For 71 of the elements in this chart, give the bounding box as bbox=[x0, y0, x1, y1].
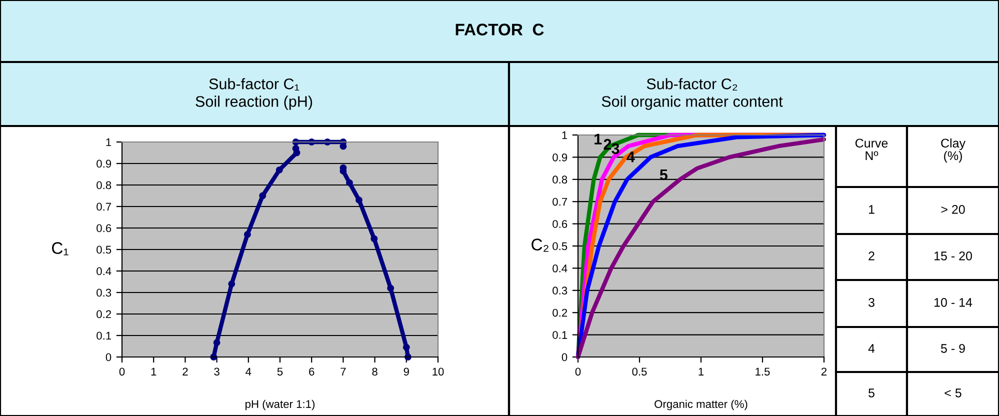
text: 1 bbox=[868, 205, 874, 214]
point bbox=[276, 166, 283, 174]
text: 3 bbox=[868, 298, 874, 307]
y-tick-label: 0.4 bbox=[96, 267, 112, 276]
point bbox=[228, 280, 236, 288]
text: FACTOR C bbox=[456, 24, 544, 36]
y-tick-label: 0 bbox=[562, 353, 568, 362]
text: 2 bbox=[868, 252, 874, 260]
y-axis-title: C₁ bbox=[52, 242, 68, 256]
text: Clay (%) bbox=[941, 138, 966, 163]
y-tick-label: 1 bbox=[106, 138, 112, 146]
y-tick-label: 0.9 bbox=[96, 160, 112, 168]
x-tick-label: 0.5 bbox=[632, 368, 647, 376]
point bbox=[402, 344, 410, 351]
point bbox=[292, 144, 300, 152]
y-tick-label: 0.8 bbox=[96, 181, 112, 190]
text: 5 - 9 bbox=[940, 344, 965, 353]
y-tick-label: 1 bbox=[562, 131, 568, 140]
text: 5 bbox=[868, 388, 874, 398]
text: 15 - 20 bbox=[934, 252, 972, 260]
y-tick-label: 0.6 bbox=[96, 224, 112, 232]
point bbox=[244, 230, 251, 238]
y-tick-label: 0.5 bbox=[552, 242, 568, 250]
point bbox=[346, 179, 353, 186]
x-tick-label: 4 bbox=[246, 368, 252, 376]
x-axis-title: Organic matter (%) bbox=[654, 400, 748, 410]
y-tick-label: 0.5 bbox=[96, 246, 112, 254]
text: < 5 bbox=[944, 388, 962, 398]
y-tick-label: 0.4 bbox=[552, 264, 568, 272]
y-tick-label: 0.6 bbox=[552, 220, 568, 228]
y-axis-title: C₂ bbox=[532, 238, 548, 252]
x-tick-label: 7 bbox=[340, 368, 346, 376]
y-tick-label: 0.2 bbox=[552, 308, 568, 317]
x-tick-label: 1 bbox=[698, 368, 704, 376]
y-tick-label: 0.9 bbox=[552, 153, 568, 162]
y-tick-label: 0.1 bbox=[552, 331, 568, 339]
point bbox=[213, 339, 220, 346]
text: > 20 bbox=[941, 205, 965, 214]
point bbox=[387, 284, 394, 292]
x-tick-label: 5 bbox=[277, 368, 283, 376]
x-tick-label: 1.5 bbox=[756, 368, 770, 376]
text: 10 - 14 bbox=[934, 298, 972, 307]
x-tick-label: 0 bbox=[119, 368, 125, 376]
x-tick-label: 1 bbox=[151, 368, 156, 376]
x-tick-label: 6 bbox=[309, 368, 314, 376]
y-tick-label: 0 bbox=[106, 353, 112, 362]
chart-title: Sub-factor C₂ bbox=[646, 78, 738, 90]
x-tick-label: 2 bbox=[821, 368, 827, 376]
x-tick-label: 2 bbox=[182, 368, 188, 376]
point bbox=[356, 196, 362, 204]
x-tick-label: 3 bbox=[214, 368, 220, 376]
point bbox=[370, 235, 378, 242]
chart-subtitle: Soil organic matter content bbox=[602, 96, 783, 110]
x-tick-label: 10 bbox=[432, 368, 444, 376]
y-tick-label: 0.1 bbox=[96, 332, 112, 340]
y-tick-label: 0.2 bbox=[96, 310, 112, 318]
x-axis-title: pH (water 1:1) bbox=[246, 400, 315, 410]
y-tick-label: 0.3 bbox=[552, 286, 568, 295]
text: 4 bbox=[868, 344, 875, 353]
y-tick-label: 0.8 bbox=[552, 176, 568, 184]
x-tick-label: 9 bbox=[404, 368, 409, 376]
series-label: 1 bbox=[594, 134, 602, 144]
chart-subtitle: Soil reaction (pH) bbox=[196, 96, 312, 110]
text: Curve Nº bbox=[855, 138, 888, 160]
x-tick-label: 0 bbox=[575, 368, 581, 376]
y-tick-label: 0.3 bbox=[96, 288, 112, 297]
chart-title: Sub-factor C₁ bbox=[209, 78, 300, 90]
y-tick-label: 0.7 bbox=[552, 198, 568, 206]
x-tick-label: 8 bbox=[372, 368, 378, 376]
y-tick-label: 0.7 bbox=[96, 202, 112, 211]
point bbox=[259, 192, 266, 200]
